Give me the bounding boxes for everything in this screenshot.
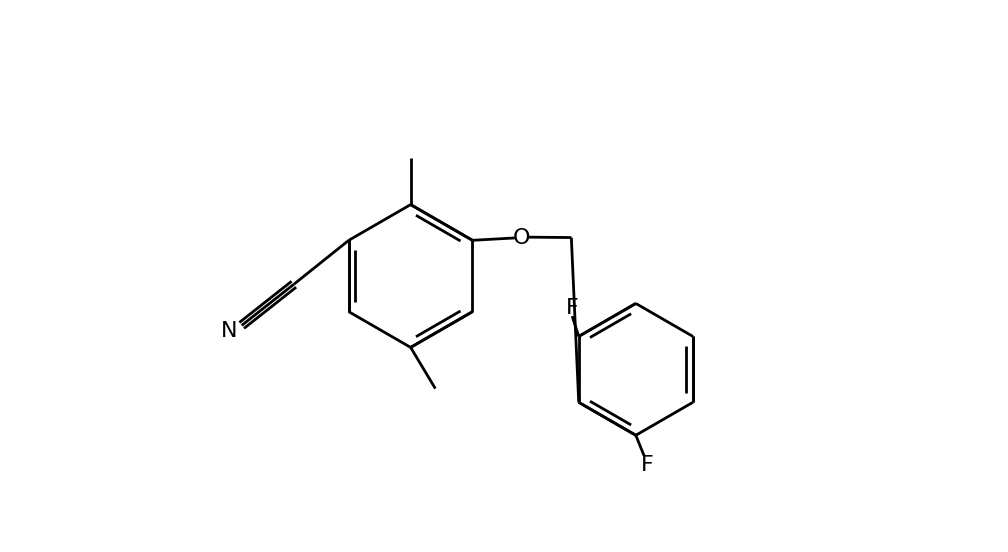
Text: F: F [640,455,653,475]
Text: F: F [565,298,579,318]
Text: N: N [222,321,238,341]
Text: O: O [513,227,530,247]
